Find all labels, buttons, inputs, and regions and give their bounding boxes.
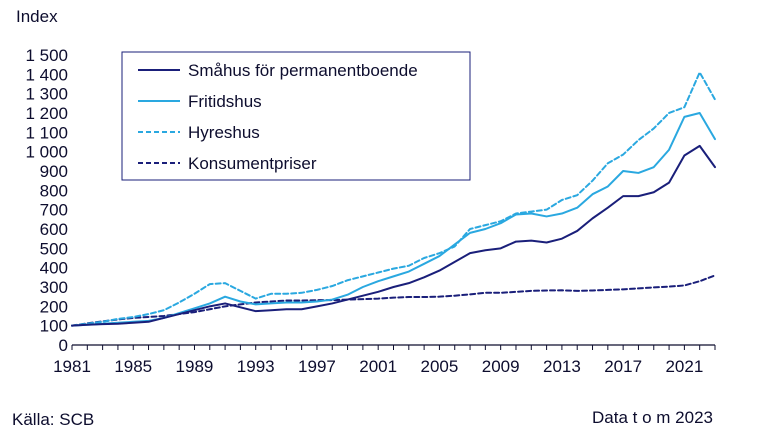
series-line-3 [71, 274, 716, 327]
y-axis-title: Index [16, 7, 58, 26]
series-line-2 [71, 71, 716, 327]
y-tick-label: 800 [40, 181, 68, 200]
x-tick-label: 2017 [604, 357, 642, 376]
y-tick-label: 0 [59, 336, 68, 355]
y-tick-label: 300 [40, 278, 68, 297]
legend: Småhus för permanentboende Fritidshus Hyre… [121, 51, 471, 181]
y-tick-label: 900 [40, 162, 68, 181]
x-tick-label: 2013 [543, 357, 581, 376]
x-tick-label: 1989 [176, 357, 214, 376]
legend-label: Småhus för permanentboende [188, 61, 418, 80]
y-tick-label: 1 200 [25, 104, 68, 123]
y-tick-label: 1 000 [25, 143, 68, 162]
legend-label: Hyreshus [188, 123, 260, 142]
source-note: Källa: SCB [12, 410, 95, 429]
y-tick-label: 400 [40, 259, 68, 278]
legend-label: Fritidshus [188, 92, 262, 111]
series-line-0 [71, 144, 716, 327]
x-tick-label: 1981 [53, 357, 91, 376]
y-tick-label: 700 [40, 201, 68, 220]
x-tick-label: 2021 [665, 357, 703, 376]
y-tick-label: 1 300 [25, 85, 68, 104]
y-tick-label: 200 [40, 297, 68, 316]
y-tick-label: 1 500 [25, 46, 68, 65]
legend-label: Konsumentpriser [188, 154, 317, 173]
y-tick-label: 500 [40, 239, 68, 258]
x-tick-label: 2005 [421, 357, 459, 376]
x-tick-label: 1985 [114, 357, 152, 376]
y-tick-label: 1 400 [25, 65, 68, 84]
y-tick-label: 1 100 [25, 123, 68, 142]
x-tick-label: 2001 [359, 357, 397, 376]
x-tick-label: 2009 [482, 357, 520, 376]
y-tick-label: 100 [40, 317, 68, 336]
legend-box [121, 51, 471, 181]
y-tick-label: 600 [40, 220, 68, 239]
data-note: Data t o m 2023 [592, 408, 713, 427]
x-tick-label: 1997 [298, 357, 336, 376]
x-axis: 1981 1985 1989 1993 1997 2001 2005 2009 2013 2017… [53, 344, 716, 376]
series-lines [71, 71, 716, 327]
x-tick-label: 1993 [237, 357, 275, 376]
